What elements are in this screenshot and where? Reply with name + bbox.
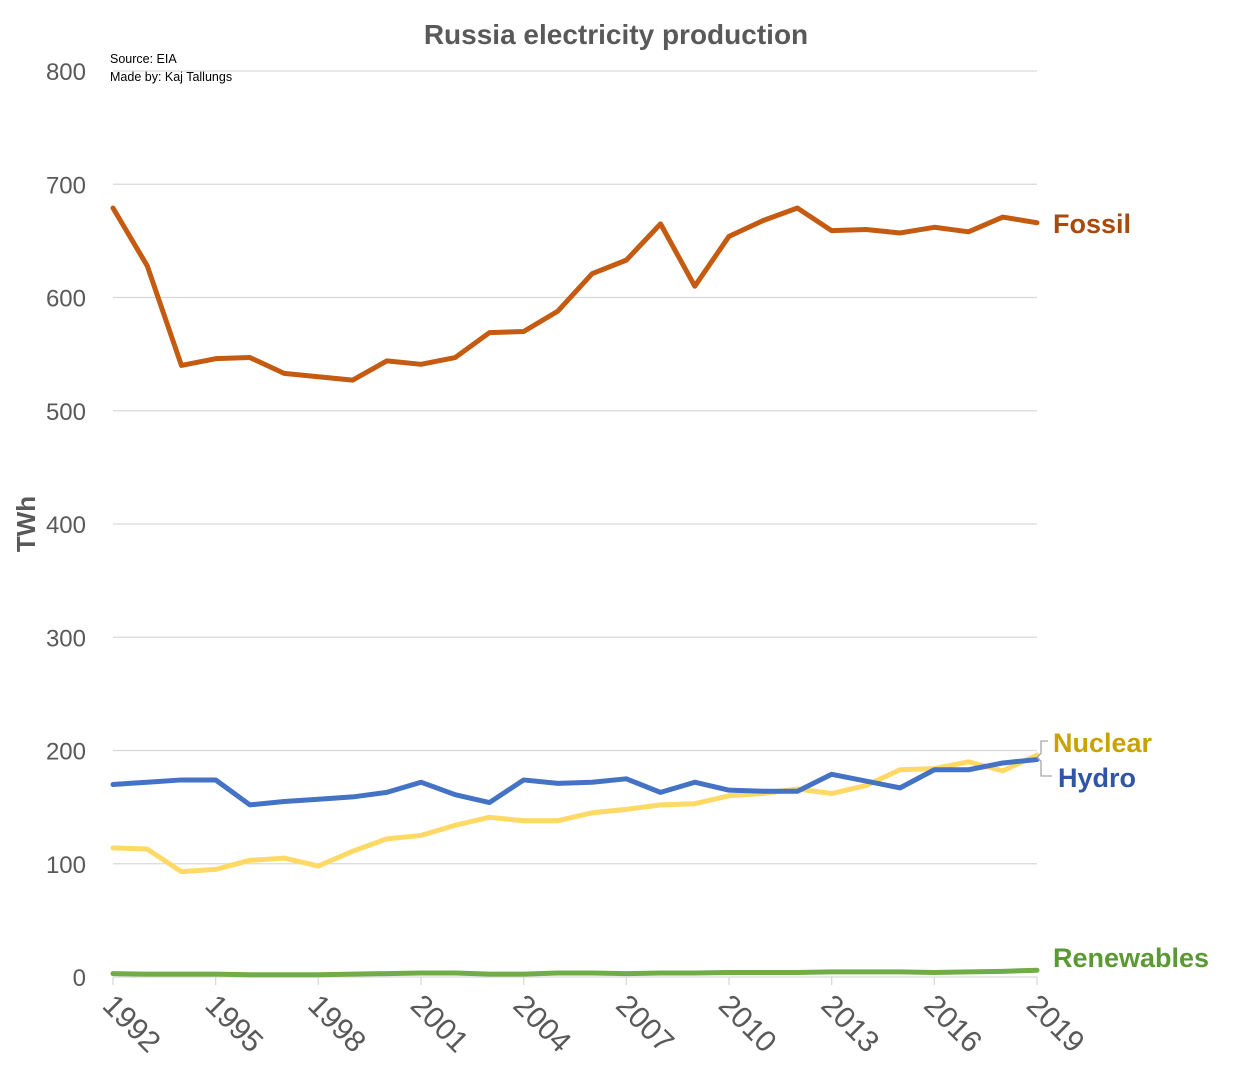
made-by-note: Made by: Kaj Tallungs: [110, 70, 232, 84]
x-tick-label: 2001: [404, 989, 475, 1060]
series-labels: Fossil Nuclear Hydro Renewables: [1036, 209, 1209, 973]
label-connector: [1036, 740, 1052, 777]
x-axis-ticks: 1992 1995 1998 2001 2004 2007 2010 2013 2016 2019: [96, 977, 1091, 1059]
gridlines: [113, 70, 1037, 978]
source-note: Source: EIA: [110, 52, 177, 66]
series-line-hydro: [110, 757, 1040, 808]
series-label-fossil: Fossil: [1053, 209, 1131, 239]
y-tick-label: 0: [73, 965, 86, 992]
y-tick-label: 100: [46, 852, 86, 879]
x-tick-label: 2010: [712, 989, 783, 1060]
x-tick-label: 2004: [507, 989, 578, 1060]
chart-title: Russia electricity production: [424, 19, 808, 50]
series-label-nuclear: Nuclear: [1053, 728, 1153, 758]
y-tick-label: 600: [46, 286, 86, 313]
y-axis-ticks: 0 100 200 300 400 500 600 700 800: [46, 59, 86, 992]
x-tick-label: 2007: [609, 989, 680, 1060]
x-tick-label: 2013: [815, 989, 886, 1060]
x-tick-label: 2016: [917, 989, 988, 1060]
series-label-hydro: Hydro: [1058, 763, 1136, 793]
y-tick-label: 400: [46, 512, 86, 539]
x-tick-label: 1998: [301, 989, 372, 1060]
y-tick-label: 200: [46, 739, 86, 766]
series-line-fossil: [110, 205, 1040, 383]
y-tick-label: 800: [46, 59, 86, 86]
series-line-nuclear: [110, 752, 1040, 875]
series-lines: [110, 205, 1040, 978]
y-tick-label: 300: [46, 625, 86, 652]
series-line-renewables: [110, 967, 1040, 978]
x-tick-label: 1995: [199, 989, 270, 1060]
series-label-renewables: Renewables: [1053, 943, 1209, 973]
y-tick-label: 700: [46, 172, 86, 199]
y-tick-label: 500: [46, 399, 86, 426]
x-tick-label: 2019: [1020, 989, 1091, 1060]
y-axis-label: TWh: [11, 496, 41, 552]
x-tick-label: 1992: [96, 989, 167, 1060]
